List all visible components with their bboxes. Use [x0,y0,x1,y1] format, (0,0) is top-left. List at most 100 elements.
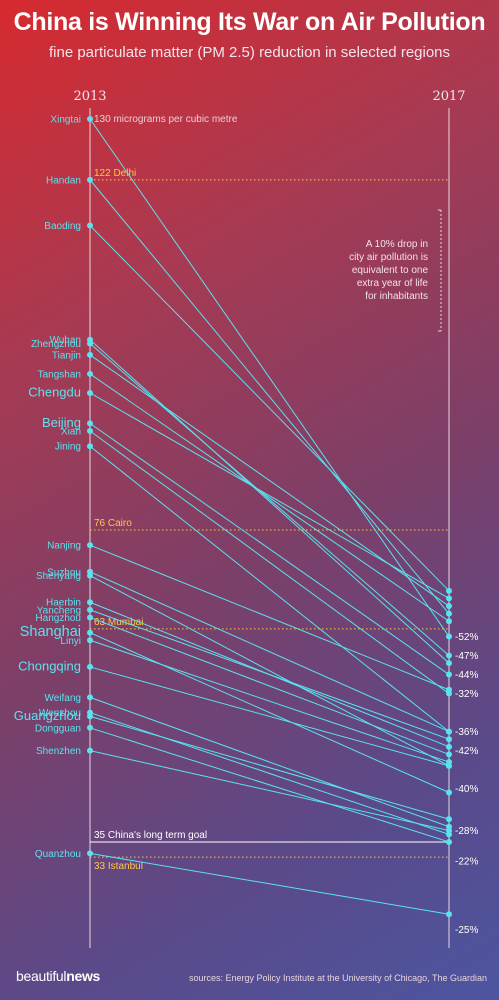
year-label-2013: 2013 [73,89,106,104]
slope-line [89,750,450,832]
page-title: China is Winning Its War on Air Pollutio… [13,8,486,36]
point-2017 [446,652,452,659]
point-2017 [446,743,452,750]
slope-line [89,392,450,599]
point-2017 [446,671,452,678]
reference-label: 33 Istanbul [94,861,143,872]
reference-label: 63 Mumbai [94,617,143,628]
city-label: Shanghai [20,624,81,640]
city-labels: Xingtai Handan Baoding WuhanZhengzhouTianji… [14,115,81,860]
brand-logo: beautifulnews [16,968,101,984]
point-2017 [446,838,452,845]
slope-line [89,666,450,767]
city-label: Shenyang [36,571,81,582]
slope-line [89,715,450,820]
percent-label: -22% [455,856,478,867]
city-label: Wuhan [49,335,81,346]
reference-lines: 122 Delhi 76 Cairo 63 Mumbai 35 China's lon… [90,168,449,872]
page-subtitle: fine particulate matter (PM 2.5) reducti… [48,44,451,61]
city-label: Chongqing [18,658,81,673]
city-label: Linyi [60,636,81,647]
slope-line [89,225,450,592]
point-2017 [446,595,452,602]
slope-lines [89,118,450,915]
reference-label: 35 China's long term goal [94,830,207,841]
point-2013 [87,747,93,754]
reference-label: 76 Cairo [94,518,132,529]
point-2017 [446,736,452,743]
point-2013 [87,222,93,229]
point-2013 [87,572,93,579]
point-2013 [87,724,93,731]
point-2017 [446,789,452,796]
point-2017 [446,911,452,918]
point-2013 [87,443,93,450]
percent-label: -25% [455,925,478,936]
slope-line [89,339,450,664]
percent-label: -40% [455,784,478,795]
slope-line [89,571,450,733]
city-label: Xian [61,427,81,438]
percent-label: -47% [455,651,478,662]
slope-line [89,544,450,691]
percent-label: -28% [455,826,478,837]
point-2013 [87,370,93,377]
city-label: Haerbin [46,598,81,609]
city-label: Suzhou [47,567,81,578]
point-2013 [87,389,93,396]
percent-label: -42% [455,746,478,757]
percent-label: -36% [455,727,478,738]
slope-line [89,852,450,915]
city-label: Xingtai [50,115,81,126]
point-2013 [87,694,93,701]
point-2017 [446,816,452,823]
city-label: Shenzhen [36,746,81,757]
slope-line [89,696,450,828]
city-label: Wenzhou [39,708,81,719]
slope-line [89,373,450,622]
point-2017 [446,660,452,667]
city-label: Guangzhou [14,708,81,723]
value-unit-label: 130 micrograms per cubic metre [94,114,238,125]
data-points [87,116,452,918]
point-2013 [87,637,93,644]
percent-label: -32% [455,689,478,700]
city-label: Yancheng [37,605,81,616]
percent-labels: -52% -47% -44% -32% -36% -42% -40% -28% -22% -25% [455,632,478,936]
city-label: Hangzhou [35,613,81,624]
point-2017 [446,827,452,834]
point-2013 [87,176,93,183]
city-label: Weifang [44,693,81,704]
city-label: Zhengzhou [31,339,81,350]
point-2017 [446,633,452,640]
point-2013 [87,663,93,670]
point-2017 [446,728,452,735]
city-label: Dongguan [35,723,81,734]
point-2013 [87,629,93,636]
point-2013 [87,420,93,427]
slope-line [89,422,450,675]
percent-label: -52% [455,632,478,643]
reference-label: 122 Delhi [94,168,136,179]
city-label: Beijing [42,415,81,430]
source-text: sources: Energy Policy Institute at the … [189,973,487,983]
slope-line [89,118,450,637]
percent-label: -44% [455,670,478,681]
slope-line [89,343,450,656]
point-2017 [446,610,452,617]
point-2013 [87,428,93,435]
slope-line [89,354,450,607]
city-label: Tangshan [38,369,81,380]
slope-line [89,632,450,793]
point-2013 [87,116,93,122]
city-label: Quanzhou [35,849,81,860]
point-2017 [446,618,452,625]
point-2017 [446,762,452,769]
note-line: for inhabitants [365,291,428,302]
point-2013 [87,351,93,358]
city-label: Handan [46,175,81,186]
point-2013 [87,713,93,720]
point-2017 [446,751,452,758]
